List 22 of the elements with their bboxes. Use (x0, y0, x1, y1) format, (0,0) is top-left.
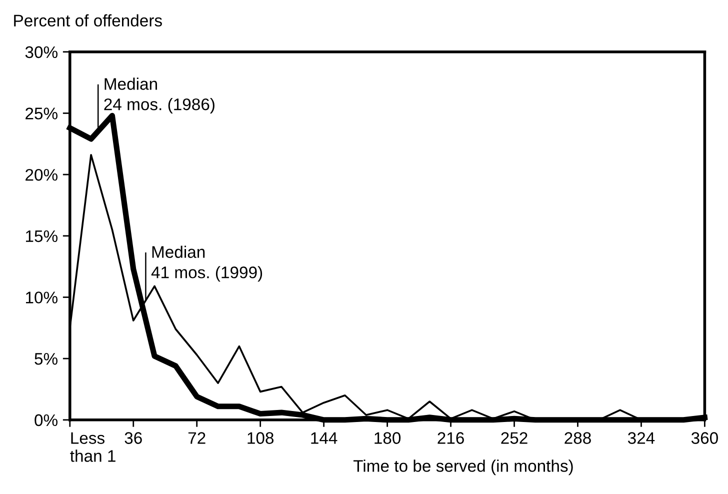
y-tick-label: 30% (25, 46, 58, 58)
annotation: Median 41 mos. (1999) (151, 246, 262, 282)
x-tick-label: 36 (124, 432, 142, 444)
x-tick-label: 252 (501, 432, 528, 444)
annotation: Median 24 mos. (1986) (104, 78, 214, 114)
x-tick-label: 288 (564, 432, 591, 444)
x-tick-label: 324 (628, 432, 655, 444)
y-tick-label: 20% (26, 168, 58, 181)
x-tick-label: 180 (374, 432, 401, 444)
x-tick-label: Less than 1 (70, 432, 116, 462)
x-tick-label: 360 (691, 432, 718, 444)
x-tick-label: 72 (188, 432, 206, 444)
y-tick-label: 15% (26, 230, 58, 242)
x-tick-label: 216 (438, 432, 464, 444)
x-axis-title: Time to be served (in months) (353, 460, 573, 476)
x-tick-label: 108 (248, 432, 274, 444)
y-tick-label: 25% (26, 108, 58, 120)
y-tick-label: 10% (26, 292, 58, 304)
y-tick-label: 0% (34, 414, 58, 426)
y-axis-title: Percent of offenders (14, 14, 162, 26)
x-tick-label: 144 (311, 432, 338, 444)
y-tick-label: 5% (34, 353, 58, 365)
